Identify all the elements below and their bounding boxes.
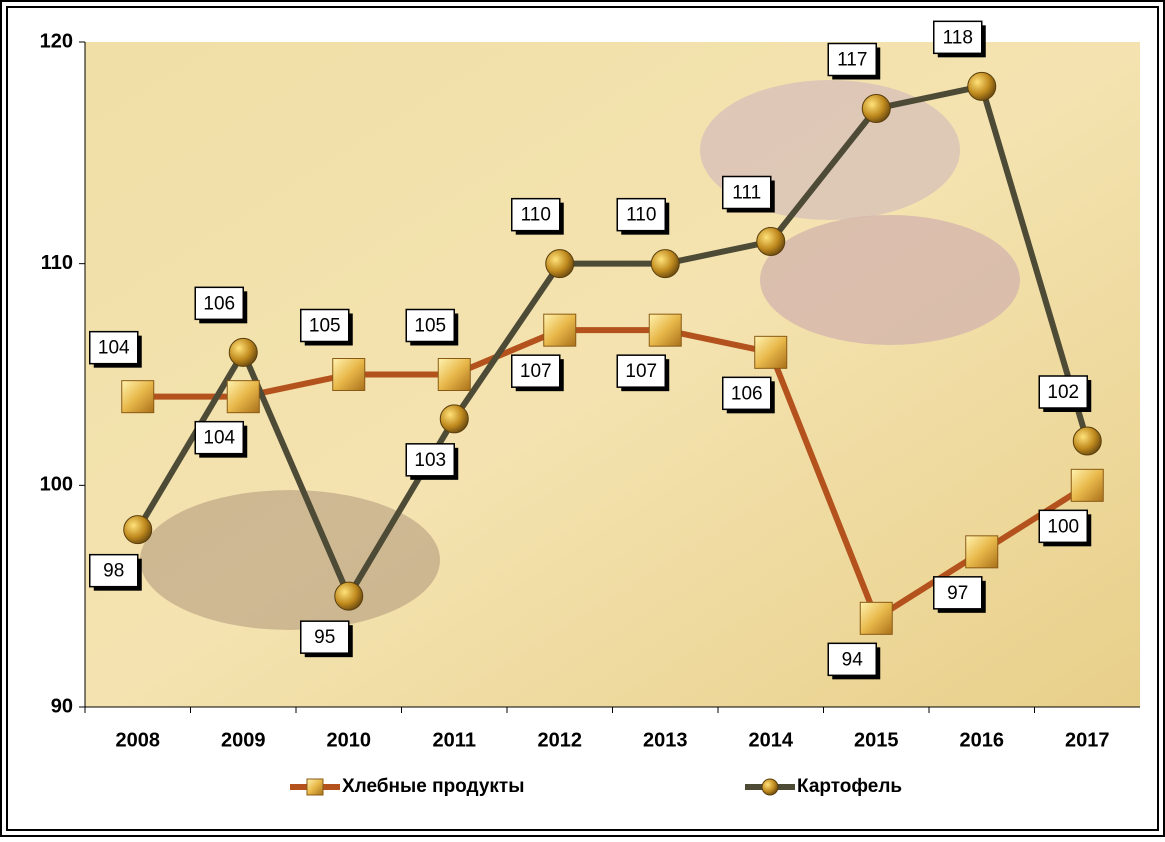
x-tick-label: 2017	[1065, 729, 1110, 751]
marker	[226, 380, 260, 414]
data-label: 107	[625, 361, 657, 382]
data-label: 104	[98, 338, 130, 359]
x-tick-label: 2009	[221, 729, 266, 751]
label-box	[405, 443, 455, 477]
data-label: 104	[203, 428, 235, 449]
data-label: 107	[520, 361, 552, 382]
label-box	[933, 20, 983, 55]
y-tick-label: 110	[41, 252, 73, 274]
label-box	[1038, 375, 1088, 409]
legend-label: Хлебные продукты	[342, 776, 524, 797]
marker	[965, 535, 999, 569]
label-box	[722, 175, 772, 210]
marker	[543, 313, 577, 347]
data-label: 117	[837, 50, 867, 71]
x-tick-label: 2014	[749, 729, 794, 751]
data-label: 118	[943, 27, 973, 48]
series-line	[135, 83, 1091, 600]
x-tick-label: 2015	[854, 729, 899, 751]
data-label: 100	[1047, 516, 1079, 537]
label-box	[300, 620, 350, 654]
legend-marker	[761, 778, 779, 796]
potato-image	[760, 215, 1020, 345]
marker	[650, 249, 680, 279]
marker	[334, 581, 364, 611]
y-tick-label: 90	[51, 695, 73, 717]
data-label: 111	[732, 183, 761, 204]
label-box	[1038, 509, 1088, 544]
label-box	[827, 42, 877, 77]
x-tick-label: 2012	[538, 729, 583, 751]
x-tick-label: 2010	[327, 729, 372, 751]
marker	[756, 227, 786, 256]
label-box	[89, 330, 139, 365]
data-label: 103	[414, 450, 446, 471]
label-box	[89, 553, 139, 588]
label-box	[722, 376, 772, 411]
label-box	[300, 308, 350, 343]
label-box	[616, 197, 666, 232]
marker	[439, 404, 469, 434]
marker	[754, 335, 788, 369]
data-label: 102	[1047, 382, 1079, 403]
marker	[123, 515, 153, 545]
marker	[859, 601, 893, 635]
data-label: 98	[103, 561, 124, 582]
marker	[1070, 468, 1104, 502]
label-box	[933, 576, 983, 610]
marker	[861, 94, 891, 123]
label-box	[194, 286, 244, 321]
data-label: 105	[414, 316, 446, 337]
label-box	[616, 354, 666, 388]
x-tick-label: 2011	[433, 729, 476, 751]
marker	[332, 358, 366, 391]
legend-label: Картофель	[797, 776, 902, 797]
marker	[228, 337, 258, 367]
x-tick-label: 2008	[116, 729, 161, 751]
label-box	[405, 308, 455, 343]
marker	[648, 313, 682, 347]
label-box	[511, 197, 561, 232]
data-label: 106	[203, 293, 235, 314]
label-box	[827, 642, 877, 677]
y-tick-label: 100	[40, 474, 73, 496]
label-box	[511, 354, 561, 388]
x-tick-label: 2013	[643, 729, 688, 751]
marker	[967, 71, 997, 101]
marker	[437, 358, 471, 391]
marker	[1072, 426, 1102, 456]
data-label: 105	[309, 316, 341, 337]
data-label: 110	[626, 205, 656, 226]
data-label: 95	[314, 627, 335, 648]
data-label: 94	[842, 649, 864, 670]
data-label: 110	[521, 205, 551, 226]
series-line	[137, 327, 1089, 622]
marker	[545, 249, 575, 279]
legend-marker	[306, 778, 324, 796]
label-box	[194, 420, 244, 455]
x-tick-label: 2016	[960, 729, 1005, 751]
data-label: 106	[731, 383, 763, 404]
bread-image	[140, 490, 440, 630]
y-tick-label: 120	[40, 30, 73, 52]
marker	[121, 380, 155, 414]
data-label: 97	[947, 583, 968, 604]
